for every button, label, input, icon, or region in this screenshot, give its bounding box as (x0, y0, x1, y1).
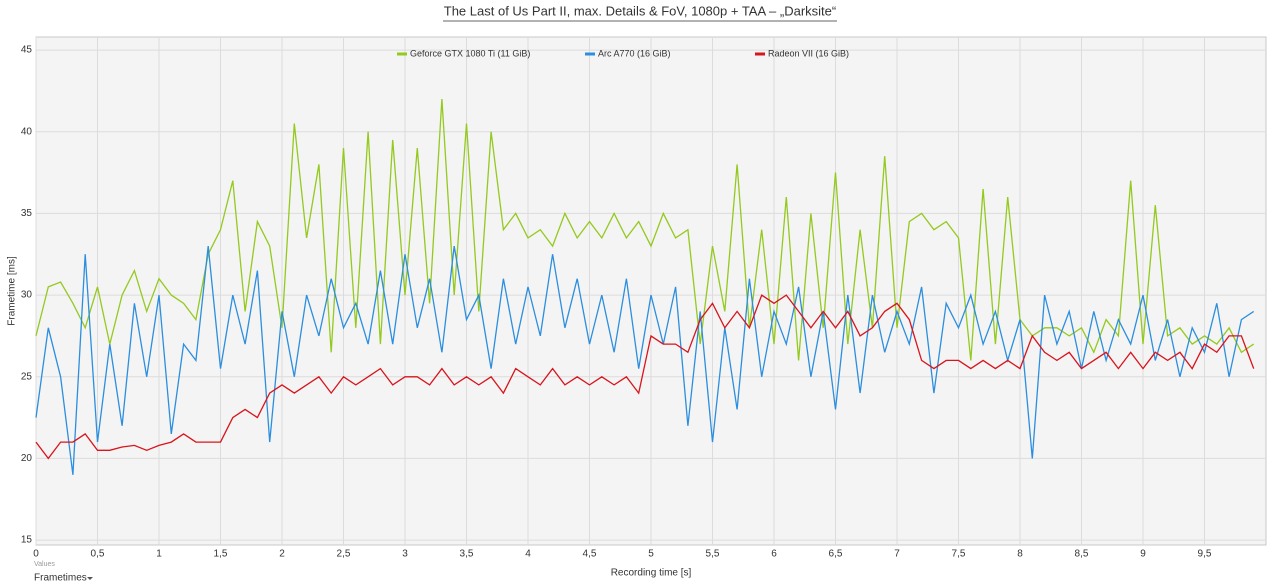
y-tick-label: 35 (21, 208, 33, 219)
x-tick-label: 8,5 (1075, 549, 1089, 560)
series-selector-label[interactable]: Frametimes (34, 573, 87, 584)
y-axis-label: Frametime [ms] (7, 256, 18, 326)
x-tick-label: 5,5 (706, 549, 720, 560)
y-tick-label: 20 (21, 453, 33, 464)
dropdown-arrow[interactable] (87, 577, 93, 580)
x-axis-label: Recording time [s] (611, 568, 692, 579)
legend-label: Arc A770 (16 GiB) (598, 48, 671, 58)
series-line (35, 245, 1255, 475)
x-tick-label: 7 (894, 549, 900, 560)
y-tick-label: 25 (21, 371, 33, 382)
x-tick-label: 8 (1017, 549, 1023, 560)
legend-label: Geforce GTX 1080 Ti (11 GiB) (410, 48, 530, 58)
x-tick-label: 0 (33, 549, 39, 560)
series-selector[interactable]: Frametimes (34, 573, 93, 584)
series-line (35, 99, 1255, 361)
y-tick-label: 30 (21, 290, 33, 301)
values-label: Values (34, 561, 55, 568)
x-tick-label: 2 (279, 549, 285, 560)
x-tick-label: 7,5 (952, 549, 966, 560)
y-tick-label: 15 (21, 535, 33, 546)
series-line (35, 294, 1255, 460)
y-tick-label: 45 (21, 45, 33, 56)
legend-label: Radeon VII (16 GiB) (768, 48, 849, 58)
x-tick-label: 3 (402, 549, 408, 560)
x-tick-label: 1 (156, 549, 162, 560)
x-tick-label: 4 (525, 549, 531, 560)
x-tick-label: 6 (771, 549, 777, 560)
x-tick-label: 0,5 (91, 549, 105, 560)
y-tick-label: 40 (21, 126, 33, 137)
x-tick-label: 6,5 (829, 549, 843, 560)
chart-title: The Last of Us Part II, max. Details & F… (444, 3, 836, 18)
x-tick-label: 4,5 (583, 549, 597, 560)
x-tick-label: 9 (1140, 549, 1146, 560)
x-tick-label: 5 (648, 549, 654, 560)
x-tick-label: 3,5 (460, 549, 474, 560)
x-tick-label: 2,5 (337, 549, 351, 560)
x-tick-label: 9,5 (1198, 549, 1212, 560)
x-tick-label: 1,5 (214, 549, 228, 560)
